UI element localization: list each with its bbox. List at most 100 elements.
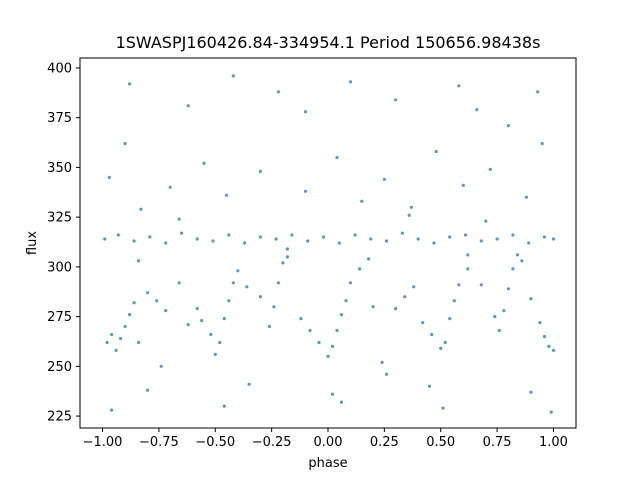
data-point (488, 167, 492, 171)
x-axis-ticks: −1.00 −0.75 −0.50 −0.25 0.00 0.25 0.50 0.75 1.00 (83, 428, 568, 450)
data-point (358, 267, 362, 271)
data-point (258, 235, 262, 239)
y-tick-label: 375 (47, 111, 72, 126)
data-point (463, 233, 468, 237)
data-point (224, 193, 229, 197)
data-point (484, 219, 488, 223)
data-point (457, 84, 461, 88)
x-tick-label: 1.00 (539, 435, 568, 450)
x-tick-label: 0.25 (370, 435, 399, 450)
y-axis-ticks: 225 250 275 300 325 350 375 400 (47, 61, 80, 425)
data-point (385, 372, 389, 376)
data-point (247, 382, 251, 386)
data-point (132, 239, 136, 243)
data-point (146, 388, 150, 392)
data-point (416, 237, 420, 241)
data-point (317, 340, 321, 345)
data-point (475, 108, 479, 112)
data-point (542, 235, 547, 239)
data-point (177, 217, 181, 221)
x-tick-label: −1.00 (83, 435, 123, 450)
data-point (344, 299, 348, 303)
data-point (258, 295, 262, 299)
data-point (195, 237, 199, 241)
data-point (222, 317, 226, 321)
y-axis-label: flux (25, 231, 40, 255)
data-point (132, 301, 136, 305)
data-point (536, 90, 540, 94)
data-point (551, 237, 556, 241)
data-point (339, 400, 344, 404)
data-point (222, 404, 226, 408)
data-point (267, 324, 271, 329)
data-point (466, 267, 470, 271)
data-point (520, 259, 524, 263)
data-point (243, 241, 247, 245)
data-point (385, 239, 389, 243)
plot-area (80, 58, 576, 428)
data-point (290, 233, 294, 237)
chart-title: 1SWASPJ160426.84-334954.1 Period 150656.… (116, 33, 541, 52)
data-point (231, 281, 235, 285)
data-point (527, 241, 531, 245)
data-point (400, 231, 404, 235)
data-point (200, 319, 204, 323)
data-point (128, 82, 132, 86)
x-tick-label: −0.25 (252, 435, 292, 450)
data-point (452, 299, 456, 303)
data-point (335, 155, 339, 160)
data-point (321, 235, 326, 239)
data-point (409, 205, 413, 209)
data-point (139, 207, 143, 211)
data-point (506, 287, 510, 291)
data-point (110, 408, 114, 412)
data-point (186, 323, 190, 327)
y-tick-label: 300 (47, 260, 72, 275)
data-point (231, 74, 235, 78)
data-point (380, 360, 384, 364)
data-point (211, 239, 215, 243)
data-point (540, 141, 544, 146)
data-point (236, 269, 240, 273)
data-point (506, 124, 510, 128)
data-point (128, 313, 132, 317)
data-point (168, 185, 172, 189)
data-point (155, 299, 159, 303)
data-point (524, 195, 529, 199)
data-point (394, 307, 398, 311)
data-point (382, 177, 386, 181)
x-axis-label: phase (308, 456, 347, 471)
data-point (360, 199, 364, 203)
data-point (209, 332, 213, 337)
data-point (195, 307, 199, 311)
data-point (448, 235, 452, 239)
data-point (303, 189, 308, 193)
data-point (179, 231, 184, 235)
y-tick-label: 350 (47, 161, 72, 176)
data-point (186, 104, 190, 108)
x-tick-label: 0.75 (483, 435, 512, 450)
data-point (542, 334, 547, 339)
data-point (493, 315, 497, 319)
data-point (549, 410, 553, 414)
data-point (227, 299, 231, 303)
data-point (547, 344, 551, 348)
data-point (177, 281, 181, 285)
x-tick-label: 0.00 (314, 435, 343, 450)
data-point (326, 354, 330, 358)
data-point (461, 183, 465, 187)
data-point (430, 332, 434, 337)
data-point (123, 141, 127, 146)
data-point (116, 233, 120, 237)
data-point (479, 239, 483, 243)
y-tick-label: 225 (47, 410, 72, 425)
data-point (303, 110, 308, 114)
data-point (369, 237, 373, 241)
data-point (159, 364, 163, 368)
data-point (274, 237, 278, 241)
data-point (443, 340, 447, 345)
data-point (202, 161, 206, 165)
data-point (281, 261, 285, 265)
data-point (348, 281, 353, 285)
